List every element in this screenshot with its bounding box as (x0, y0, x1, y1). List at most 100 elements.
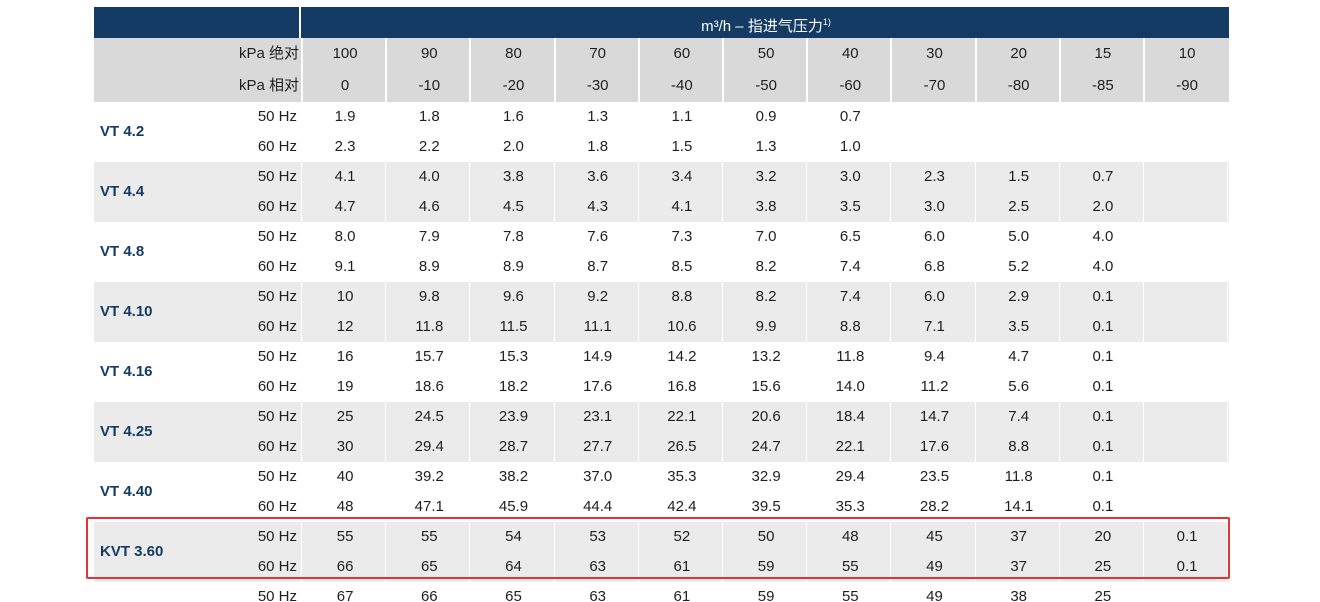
flow-value-60hz: 64 (505, 558, 522, 575)
model-name: VT 4.40 (100, 483, 153, 500)
header-column-divider (1058, 38, 1061, 102)
flow-value-60hz: 0.1 (1092, 378, 1114, 395)
flow-value-50hz: 3.0 (839, 168, 861, 185)
flow-value-50hz: 7.4 (1008, 408, 1030, 425)
frequency-label-60: 60 Hz (257, 378, 297, 395)
flow-value-50hz: 8.2 (755, 288, 777, 305)
table-row-group: VT 4.25 50 Hz 60 Hz 25 30 24.5 29.4 23.9 28.7 23.… (94, 402, 1229, 462)
flow-value-60hz: 4.7 (334, 198, 356, 215)
cell-divider (974, 522, 976, 582)
cell-divider (301, 522, 302, 582)
flow-value-60hz: 9.9 (755, 318, 777, 335)
rel-pressure-value: -90 (1176, 77, 1198, 94)
flow-value-50hz: 4.1 (334, 168, 356, 185)
flow-value-50hz: 1.1 (671, 108, 693, 125)
frequency-label-50: 50 Hz (257, 228, 297, 245)
cell-divider (722, 282, 723, 342)
flow-value-50hz: 6.5 (839, 228, 861, 245)
cell-divider (1227, 162, 1229, 222)
rel-pressure-value: -30 (586, 77, 609, 94)
flow-value-50hz: 24.5 (414, 408, 444, 425)
cell-divider (890, 282, 892, 342)
cell-divider (469, 522, 471, 582)
rel-pressure-value: -50 (755, 77, 777, 94)
flow-value-50hz: 0.1 (1092, 348, 1114, 365)
flow-value-60hz: 8.9 (418, 258, 440, 275)
flow-value-50hz: 11.8 (1004, 468, 1033, 485)
flow-value-60hz: 1.0 (839, 138, 861, 155)
cell-divider (1227, 402, 1229, 462)
cell-divider (637, 282, 639, 342)
flow-value-50hz: 3.4 (671, 168, 693, 185)
flow-value-60hz: 7.4 (839, 258, 861, 275)
model-name: KVT 3.60 (100, 543, 164, 560)
flow-value-50hz: 4.0 (1092, 228, 1114, 245)
cell-divider (1058, 402, 1060, 462)
flow-value-60hz: 30 (336, 438, 354, 455)
flow-value-50hz: 54 (505, 528, 522, 545)
flow-value-50hz: 2.3 (924, 168, 945, 185)
flow-value-50hz: 29.4 (835, 468, 865, 485)
rel-pressure-label: kPa 相对 (238, 77, 299, 94)
abs-pressure-label: kPa 绝对 (238, 45, 299, 62)
model-name: VT 4.16 (100, 363, 153, 380)
flow-value-50hz: 1.9 (334, 108, 356, 125)
flow-value-50hz: 7.9 (418, 228, 440, 245)
rel-pressure-value: -10 (418, 77, 441, 94)
flow-value-60hz: 61 (673, 558, 691, 575)
flow-value-50hz: 52 (673, 528, 691, 545)
flow-value-50hz: 13.2 (751, 348, 781, 365)
header-column-divider (1143, 38, 1145, 102)
flow-value-60hz: 9.1 (334, 258, 356, 275)
flow-value-50hz: 23.9 (498, 408, 529, 425)
cell-divider (1227, 282, 1229, 342)
cell-divider (974, 282, 976, 342)
flow-value-60hz: 24.7 (751, 438, 781, 455)
flow-value-50hz: 38.2 (498, 468, 529, 485)
flow-value-50hz: 65 (505, 588, 522, 602)
frequency-label-50: 50 Hz (257, 528, 297, 545)
flow-value-50hz: 1.6 (503, 108, 524, 125)
flow-value-50hz: 23.1 (583, 408, 613, 425)
flow-value-50hz: 5.0 (1008, 228, 1030, 245)
cell-divider (553, 402, 555, 462)
cell-divider (301, 402, 302, 462)
abs-pressure-value: 80 (505, 45, 522, 62)
table-row-group: VT 4.16 50 Hz 60 Hz 16 19 15.7 18.6 15.3 18.2 14.… (94, 342, 1229, 402)
cell-divider (806, 522, 808, 582)
flow-value-50hz: 50 (757, 528, 775, 545)
cell-divider (890, 402, 892, 462)
flow-value-50hz: 37 (1010, 528, 1028, 545)
header-column-divider (637, 38, 640, 102)
flow-value-60hz: 0.1 (1092, 498, 1114, 515)
flow-value-50hz: 9.2 (587, 288, 609, 305)
flow-value-50hz: 0.7 (1092, 168, 1114, 185)
cell-divider (1227, 522, 1229, 582)
frequency-label-60: 60 Hz (257, 498, 297, 515)
model-name: VT 4.10 (100, 303, 153, 320)
flow-value-60hz: 11.1 (583, 318, 612, 335)
frequency-label-60: 60 Hz (257, 558, 297, 575)
frequency-label-50: 50 Hz (257, 288, 297, 305)
abs-pressure-value: 10 (1178, 45, 1196, 62)
flow-value-50hz: 0.1 (1092, 288, 1114, 305)
frequency-label-50: 50 Hz (257, 108, 297, 125)
cell-divider (974, 402, 976, 462)
flow-value-50hz: 4.7 (1008, 348, 1030, 365)
abs-pressure-value: 15 (1094, 45, 1112, 62)
flow-value-50hz: 16 (336, 348, 354, 365)
flow-value-50hz: 18.4 (835, 408, 865, 425)
frequency-label-50: 50 Hz (257, 468, 297, 485)
abs-pressure-value: 40 (841, 45, 859, 62)
flow-value-60hz: 35.3 (835, 498, 865, 515)
flow-value-60hz: 8.7 (587, 258, 609, 275)
table-header-unit-bar: m³/h – 指进气压力1) (94, 7, 1229, 38)
flow-value-60hz: 3.5 (1008, 318, 1030, 335)
footnote-mark: 1) (822, 17, 831, 27)
model-name: VT 4.2 (100, 123, 145, 140)
flow-value-60hz: 11.2 (920, 378, 949, 395)
flow-value-60hz: 66 (336, 558, 354, 575)
flow-value-60hz: 2.0 (503, 138, 524, 155)
flow-value-50hz: 53 (589, 528, 607, 545)
flow-value-50hz: 7.4 (839, 288, 861, 305)
